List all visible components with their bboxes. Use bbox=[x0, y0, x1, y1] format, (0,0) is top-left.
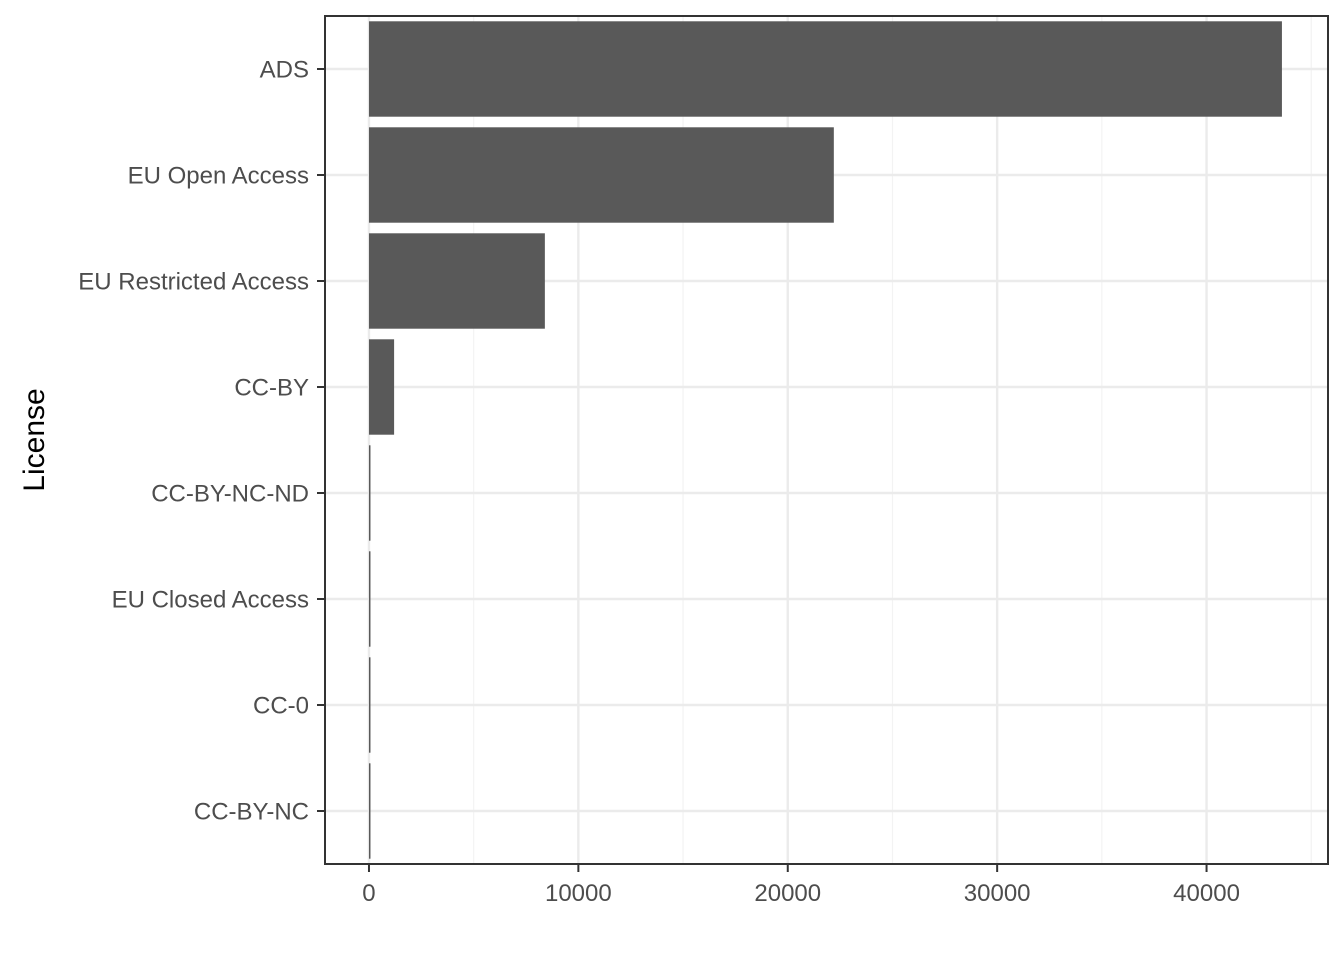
x-tick-label: 30000 bbox=[964, 880, 1031, 907]
y-tick-label: EU Closed Access bbox=[112, 587, 309, 614]
y-tick-label: CC-BY-NC-ND bbox=[151, 481, 309, 508]
bar bbox=[368, 551, 371, 647]
y-tick-label: CC-BY-NC bbox=[194, 799, 309, 826]
bar bbox=[368, 763, 371, 859]
bar bbox=[368, 445, 371, 541]
panel-border bbox=[324, 15, 1329, 865]
y-tick-label: EU Open Access bbox=[128, 163, 309, 190]
x-tick-label: 20000 bbox=[754, 880, 821, 907]
bar bbox=[368, 339, 395, 435]
bar bbox=[368, 657, 371, 753]
y-tick-label: ADS bbox=[260, 57, 309, 84]
axis-layer: ADS EU Open Access EU Restricted Access CC-… bbox=[78, 57, 1240, 908]
bar-layer bbox=[368, 21, 1282, 859]
y-tick-label: CC-0 bbox=[253, 693, 309, 720]
bar bbox=[368, 127, 834, 223]
bar bbox=[368, 21, 1282, 117]
x-tick-label: 10000 bbox=[545, 880, 612, 907]
y-tick-label: EU Restricted Access bbox=[78, 269, 309, 296]
y-tick-label: CC-BY bbox=[234, 375, 309, 402]
x-tick-label: 40000 bbox=[1173, 880, 1240, 907]
bar bbox=[368, 233, 545, 329]
y-axis-title: License bbox=[18, 388, 51, 491]
x-tick-label: 0 bbox=[362, 880, 375, 907]
